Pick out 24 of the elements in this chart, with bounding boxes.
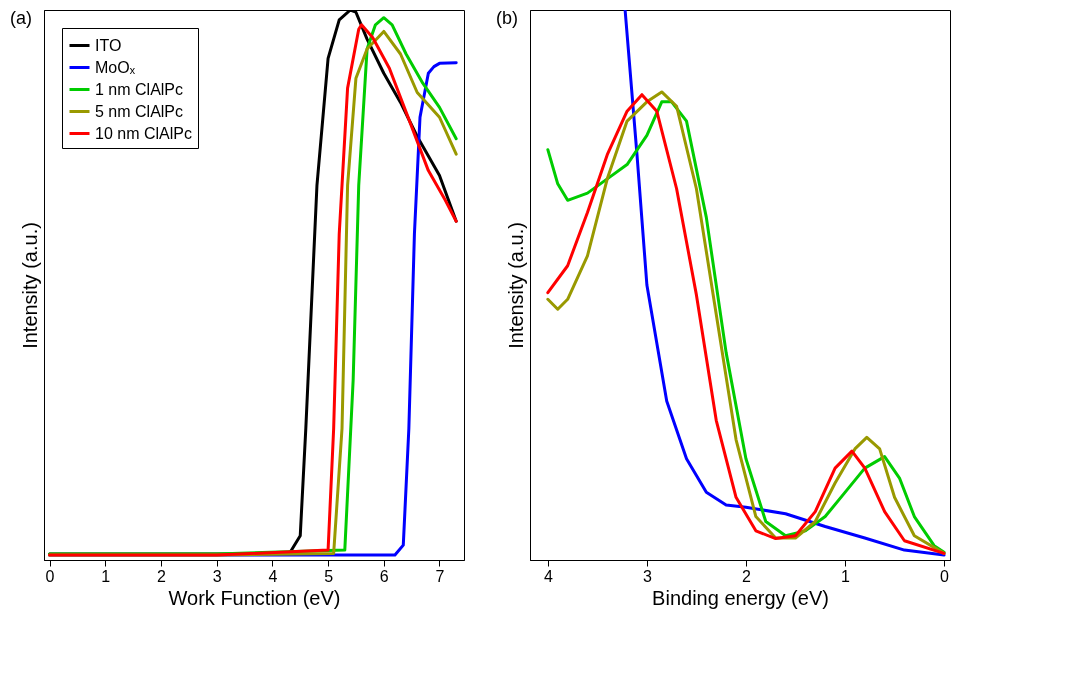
x-tick-label: 1 [101, 567, 111, 585]
x-tick-label: 4 [543, 567, 553, 585]
legend-label: 1 nm ClAlPc [95, 80, 184, 98]
x-tick-label: 5 [324, 567, 334, 585]
chart-title: (b) [496, 8, 518, 28]
x-tick-label: 6 [379, 567, 389, 585]
x-tick-label: 4 [268, 567, 278, 585]
legend-label: ITO [95, 36, 122, 54]
legend-label: MoOₓ [95, 58, 136, 76]
x-tick-label: 0 [45, 567, 55, 585]
x-tick-label: 0 [940, 567, 950, 585]
x-axis-title: Binding energy (eV) [652, 586, 829, 609]
y-axis-title: Intensity (a.u.) [504, 222, 527, 349]
x-tick-label: 3 [212, 567, 222, 585]
y-axis-title: Intensity (a.u.) [18, 222, 41, 349]
x-axis-title: Work Function (eV) [168, 586, 341, 609]
x-tick-label: 7 [435, 567, 445, 585]
legend-label: 10 nm ClAlPc [95, 124, 192, 142]
x-tick-label: 1 [841, 567, 851, 585]
chart-title: (a) [10, 8, 32, 28]
x-tick-label: 2 [741, 567, 751, 585]
x-tick-label: 3 [642, 567, 652, 585]
x-tick-label: 2 [157, 567, 167, 585]
legend-label: 5 nm ClAlPc [95, 102, 184, 120]
